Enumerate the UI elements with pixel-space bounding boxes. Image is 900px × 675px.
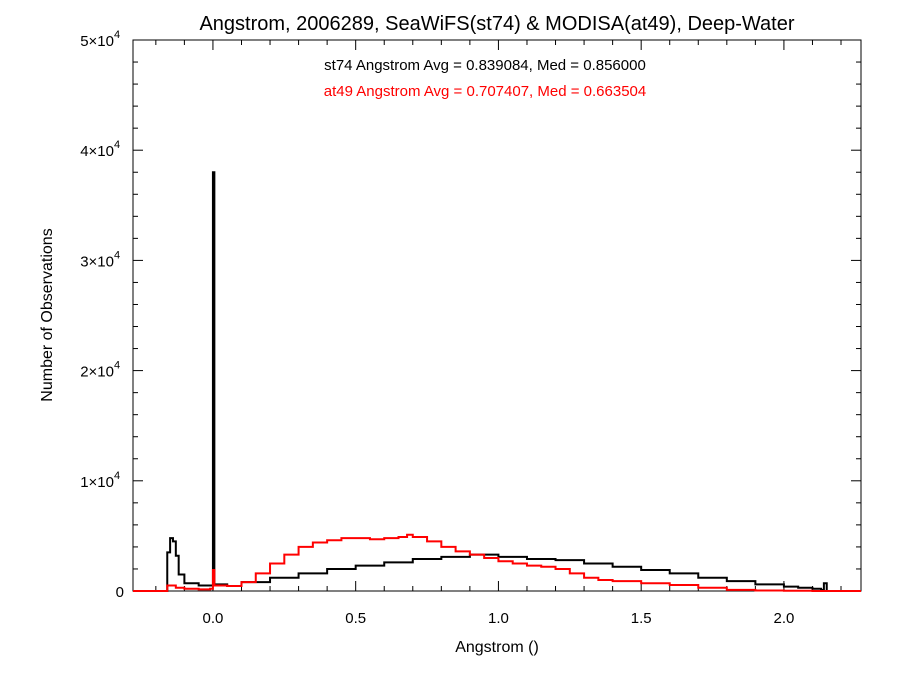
y-tick-label: 2×10 bbox=[80, 364, 114, 381]
stats-text-at49: at49 Angstrom Avg = 0.707407, Med = 0.66… bbox=[324, 83, 646, 100]
y-tick-label: 0 bbox=[116, 584, 124, 601]
y-tick-label: 4×10 bbox=[80, 143, 114, 160]
x-tick-label: 1.0 bbox=[488, 610, 509, 627]
plot-area-border bbox=[132, 39, 862, 592]
y-tick-exponent: 4 bbox=[114, 139, 120, 151]
series-line-at49 bbox=[133, 533, 861, 592]
y-axis: 01×10 42×10 43×10 44×10 45×10 4 bbox=[80, 29, 861, 601]
x-tick-label: 1.5 bbox=[631, 610, 652, 627]
y-tick-label: 3×10 bbox=[80, 253, 114, 270]
series-layer bbox=[133, 171, 861, 592]
x-tick-label: 2.0 bbox=[773, 610, 794, 627]
y-tick-exponent: 4 bbox=[114, 29, 120, 41]
x-tick-label: 0.0 bbox=[203, 610, 224, 627]
y-tick-label: 5×10 bbox=[80, 33, 114, 50]
x-axis-label: Angstrom () bbox=[455, 639, 539, 656]
plot-frame bbox=[132, 39, 862, 592]
x-tick-label: 0.5 bbox=[345, 610, 366, 627]
y-axis-label: Number of Observations bbox=[39, 228, 56, 401]
y-tick-label: 1×10 bbox=[80, 474, 114, 491]
series-line-st74 bbox=[133, 171, 861, 592]
y-tick-exponent: 4 bbox=[114, 249, 120, 261]
y-tick-exponent: 4 bbox=[114, 470, 120, 482]
x-axis: 0.0 0.5 1.0 1.5 2.0 bbox=[155, 40, 842, 627]
y-tick-exponent: 4 bbox=[114, 360, 120, 372]
chart-title: Angstrom, 2006289, SeaWiFS(st74) & MODIS… bbox=[199, 13, 794, 35]
stats-text-st74: st74 Angstrom Avg = 0.839084, Med = 0.85… bbox=[324, 57, 646, 74]
